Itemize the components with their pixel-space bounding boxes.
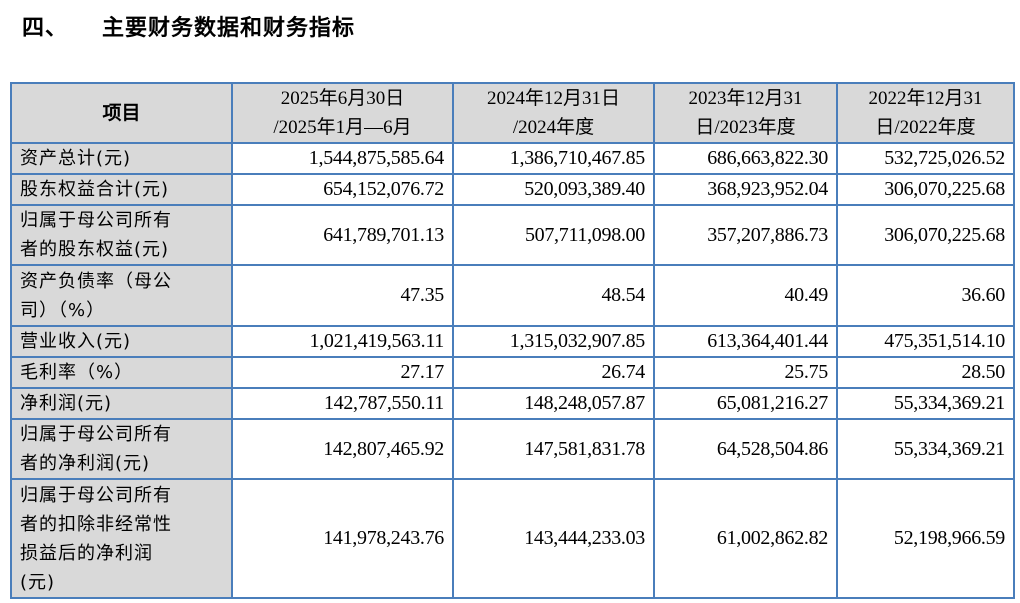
value-cell: 25.75 <box>653 356 838 389</box>
value-cell: 532,725,026.52 <box>836 142 1015 175</box>
value-cell: 475,351,514.10 <box>836 325 1015 358</box>
value-cell: 1,544,875,585.64 <box>231 142 454 175</box>
table-row: 归属于母公司所有 者的扣除非经常性 损益后的净利润 (元) 141,978,243… <box>10 478 1015 599</box>
table-row: 净利润(元) 142,787,550.11 148,248,057.87 65,081… <box>10 387 1015 420</box>
value-cell: 61,002,862.82 <box>653 478 838 599</box>
value-cell: 64,528,504.86 <box>653 418 838 480</box>
value-cell: 368,923,952.04 <box>653 173 838 206</box>
table-row: 毛利率（%） 27.17 26.74 25.75 28.50 <box>10 356 1015 389</box>
row-label: 净利润(元) <box>10 387 233 420</box>
section-heading: 四、 主要财务数据和财务指标 <box>22 10 355 42</box>
value-cell: 52,198,966.59 <box>836 478 1015 599</box>
value-cell: 1,021,419,563.11 <box>231 325 454 358</box>
value-cell: 55,334,369.21 <box>836 387 1015 420</box>
value-cell: 26.74 <box>452 356 655 389</box>
section-number: 四、 <box>22 16 69 41</box>
value-cell: 520,093,389.40 <box>452 173 655 206</box>
header-item: 项目 <box>10 82 233 144</box>
row-label: 归属于母公司所有 者的股东权益(元) <box>10 204 233 266</box>
value-cell: 357,207,886.73 <box>653 204 838 266</box>
value-cell: 28.50 <box>836 356 1015 389</box>
value-cell: 142,807,465.92 <box>231 418 454 480</box>
row-label: 毛利率（%） <box>10 356 233 389</box>
row-label: 资产负债率（母公 司）（%） <box>10 264 233 327</box>
table-row: 资产总计(元) 1,544,875,585.64 1,386,710,467.85 6… <box>10 142 1015 175</box>
value-cell: 40.49 <box>653 264 838 327</box>
table-row: 资产负债率（母公 司）（%） 47.35 48.54 40.49 36.60 <box>10 264 1015 327</box>
value-cell: 36.60 <box>836 264 1015 327</box>
value-cell: 47.35 <box>231 264 454 327</box>
header-2022: 2022年12月31 日/2022年度 <box>836 82 1015 144</box>
header-2024: 2024年12月31日 /2024年度 <box>452 82 655 144</box>
row-label: 营业收入(元) <box>10 325 233 358</box>
section-title: 主要财务数据和财务指标 <box>102 16 356 41</box>
row-label: 资产总计(元) <box>10 142 233 175</box>
table-row: 归属于母公司所有 者的净利润(元) 142,807,465.92 147,581,8… <box>10 418 1015 480</box>
value-cell: 65,081,216.27 <box>653 387 838 420</box>
value-cell: 641,789,701.13 <box>231 204 454 266</box>
table-row: 归属于母公司所有 者的股东权益(元) 641,789,701.13 507,711,… <box>10 204 1015 266</box>
value-cell: 141,978,243.76 <box>231 478 454 599</box>
value-cell: 147,581,831.78 <box>452 418 655 480</box>
value-cell: 143,444,233.03 <box>452 478 655 599</box>
table-row: 股东权益合计(元) 654,152,076.72 520,093,389.40 368… <box>10 173 1015 206</box>
value-cell: 48.54 <box>452 264 655 327</box>
row-label: 归属于母公司所有 者的净利润(元) <box>10 418 233 480</box>
value-cell: 55,334,369.21 <box>836 418 1015 480</box>
value-cell: 613,364,401.44 <box>653 325 838 358</box>
value-cell: 306,070,225.68 <box>836 173 1015 206</box>
header-row: 项目 2025年6月30日 /2025年1月—6月 2024年12月31日 /2… <box>10 82 1015 144</box>
header-2025h1: 2025年6月30日 /2025年1月—6月 <box>231 82 454 144</box>
value-cell: 1,315,032,907.85 <box>452 325 655 358</box>
header-2023: 2023年12月31 日/2023年度 <box>653 82 838 144</box>
row-label: 股东权益合计(元) <box>10 173 233 206</box>
value-cell: 654,152,076.72 <box>231 173 454 206</box>
value-cell: 686,663,822.30 <box>653 142 838 175</box>
row-label: 归属于母公司所有 者的扣除非经常性 损益后的净利润 (元) <box>10 478 233 599</box>
table-row: 营业收入(元) 1,021,419,563.11 1,315,032,907.85 6… <box>10 325 1015 358</box>
value-cell: 306,070,225.68 <box>836 204 1015 266</box>
value-cell: 148,248,057.87 <box>452 387 655 420</box>
value-cell: 1,386,710,467.85 <box>452 142 655 175</box>
value-cell: 27.17 <box>231 356 454 389</box>
financial-data-table: 项目 2025年6月30日 /2025年1月—6月 2024年12月31日 /2… <box>10 82 1015 599</box>
value-cell: 507,711,098.00 <box>452 204 655 266</box>
value-cell: 142,787,550.11 <box>231 387 454 420</box>
